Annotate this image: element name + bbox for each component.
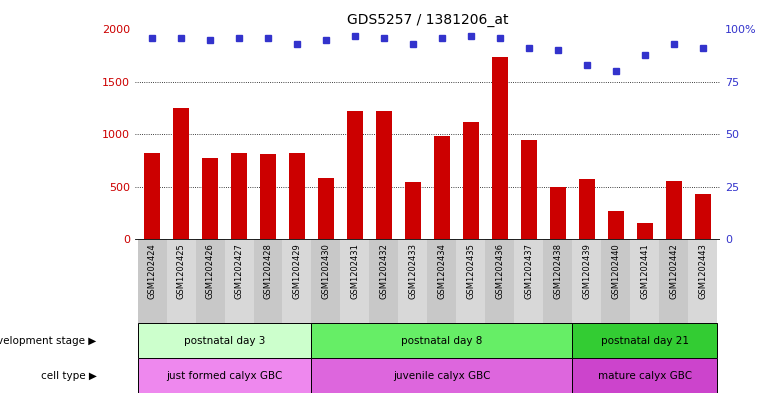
- Bar: [398, 239, 427, 323]
- Text: GSM1202430: GSM1202430: [321, 243, 330, 299]
- Bar: [312, 239, 340, 323]
- Text: GSM1202433: GSM1202433: [408, 243, 417, 299]
- Text: GSM1202428: GSM1202428: [263, 243, 273, 299]
- Bar: [457, 239, 485, 323]
- Bar: [289, 153, 305, 239]
- Bar: [166, 239, 196, 323]
- Text: GSM1202438: GSM1202438: [553, 243, 562, 299]
- Bar: [370, 239, 398, 323]
- Text: postnatal day 3: postnatal day 3: [184, 336, 265, 345]
- Bar: [144, 153, 160, 239]
- Text: GSM1202429: GSM1202429: [293, 243, 302, 299]
- Text: GSM1202439: GSM1202439: [582, 243, 591, 299]
- Bar: [138, 358, 312, 393]
- Bar: [231, 153, 247, 239]
- Text: GSM1202442: GSM1202442: [669, 243, 678, 299]
- Bar: [138, 239, 166, 323]
- Text: GSM1202426: GSM1202426: [206, 243, 215, 299]
- Bar: [550, 187, 566, 239]
- Bar: [202, 158, 218, 239]
- Bar: [521, 140, 537, 239]
- Bar: [173, 108, 189, 239]
- Bar: [225, 239, 253, 323]
- Text: postnatal day 21: postnatal day 21: [601, 336, 688, 345]
- Text: juvenile calyx GBC: juvenile calyx GBC: [393, 371, 490, 380]
- Text: GSM1202443: GSM1202443: [698, 243, 707, 299]
- Bar: [572, 323, 717, 358]
- Bar: [260, 154, 276, 239]
- Bar: [340, 239, 370, 323]
- Bar: [601, 239, 630, 323]
- Bar: [665, 181, 681, 239]
- Text: just formed calyx GBC: just formed calyx GBC: [166, 371, 283, 380]
- Text: GSM1202437: GSM1202437: [524, 243, 534, 299]
- Text: GSM1202432: GSM1202432: [380, 243, 388, 299]
- Bar: [312, 358, 572, 393]
- Text: GSM1202441: GSM1202441: [640, 243, 649, 299]
- Bar: [283, 239, 312, 323]
- Text: GSM1202435: GSM1202435: [467, 243, 475, 299]
- Bar: [572, 239, 601, 323]
- Bar: [579, 179, 594, 239]
- Bar: [196, 239, 225, 323]
- Text: mature calyx GBC: mature calyx GBC: [598, 371, 691, 380]
- Bar: [572, 358, 717, 393]
- Bar: [427, 239, 457, 323]
- Text: postnatal day 8: postnatal day 8: [401, 336, 483, 345]
- Bar: [688, 239, 717, 323]
- Text: GSM1202436: GSM1202436: [495, 243, 504, 299]
- Bar: [138, 323, 312, 358]
- Bar: [543, 239, 572, 323]
- Bar: [463, 122, 479, 239]
- Text: GSM1202440: GSM1202440: [611, 243, 620, 299]
- Bar: [659, 239, 688, 323]
- Bar: [318, 178, 334, 239]
- Bar: [637, 224, 653, 239]
- Text: GSM1202431: GSM1202431: [350, 243, 360, 299]
- Text: cell type ▶: cell type ▶: [41, 371, 97, 380]
- Bar: [434, 136, 450, 239]
- Bar: [695, 194, 711, 239]
- Bar: [485, 239, 514, 323]
- Bar: [253, 239, 283, 323]
- Bar: [608, 211, 624, 239]
- Text: GSM1202434: GSM1202434: [437, 243, 447, 299]
- Bar: [312, 323, 572, 358]
- Title: GDS5257 / 1381206_at: GDS5257 / 1381206_at: [346, 13, 508, 27]
- Bar: [630, 239, 659, 323]
- Bar: [376, 111, 392, 239]
- Text: GSM1202424: GSM1202424: [148, 243, 156, 299]
- Text: development stage ▶: development stage ▶: [0, 336, 97, 345]
- Text: GSM1202425: GSM1202425: [176, 243, 186, 299]
- Bar: [405, 182, 421, 239]
- Text: GSM1202427: GSM1202427: [235, 243, 243, 299]
- Bar: [492, 57, 507, 239]
- Bar: [514, 239, 543, 323]
- Bar: [347, 111, 363, 239]
